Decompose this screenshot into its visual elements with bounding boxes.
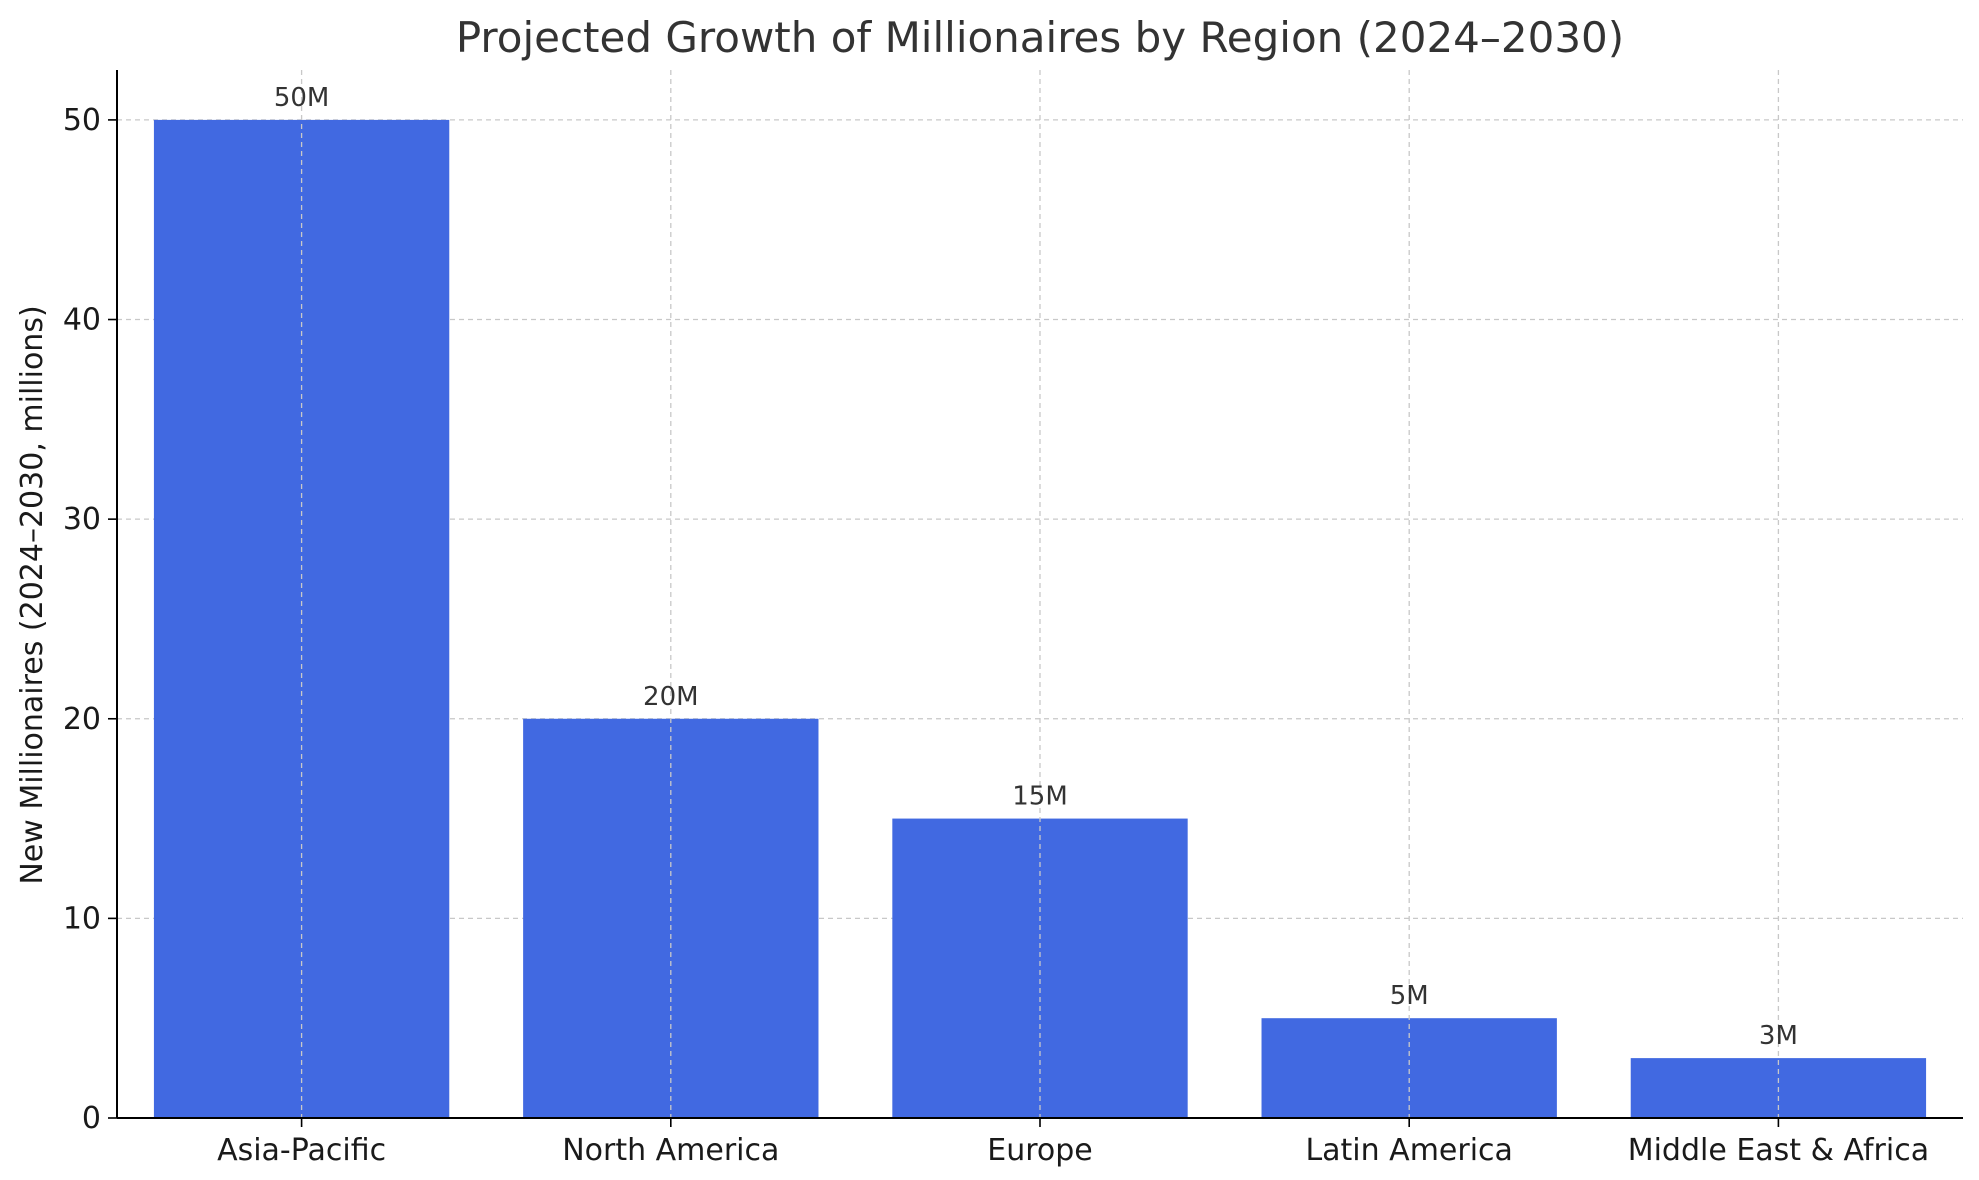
x-tick-label: Europe xyxy=(987,1133,1093,1168)
data-label-layer: 50M 20M 15M 5M 3M xyxy=(274,83,1798,1051)
y-tick-label: 20 xyxy=(63,702,101,737)
y-tick-label: 40 xyxy=(63,303,101,338)
chart-title: Projected Growth of Millionaires by Regi… xyxy=(456,13,1624,62)
data-label: 15M xyxy=(1012,782,1068,812)
data-label: 5M xyxy=(1390,981,1429,1011)
data-label: 20M xyxy=(643,682,699,712)
x-tick-label: Middle East & Africa xyxy=(1628,1133,1929,1168)
axis-layer: 0 10 20 30 40 50 Asia-Pacific North America Euro… xyxy=(63,70,1963,1168)
x-tick-label: Asia-Pacific xyxy=(217,1133,386,1168)
y-tick-label: 30 xyxy=(63,502,101,537)
y-axis-title: New Millionaires (2024–2030, millions) xyxy=(15,305,50,884)
x-tick-label: North America xyxy=(562,1133,779,1168)
vertical-grid-layer xyxy=(300,70,1780,1118)
data-label: 3M xyxy=(1759,1021,1798,1051)
y-tick-label: 0 xyxy=(82,1101,101,1136)
y-tick-label: 10 xyxy=(63,901,101,936)
data-label: 50M xyxy=(274,83,330,113)
y-tick-label: 50 xyxy=(63,103,101,138)
x-tick-label: Latin America xyxy=(1305,1133,1513,1168)
bar xyxy=(892,818,1188,1118)
